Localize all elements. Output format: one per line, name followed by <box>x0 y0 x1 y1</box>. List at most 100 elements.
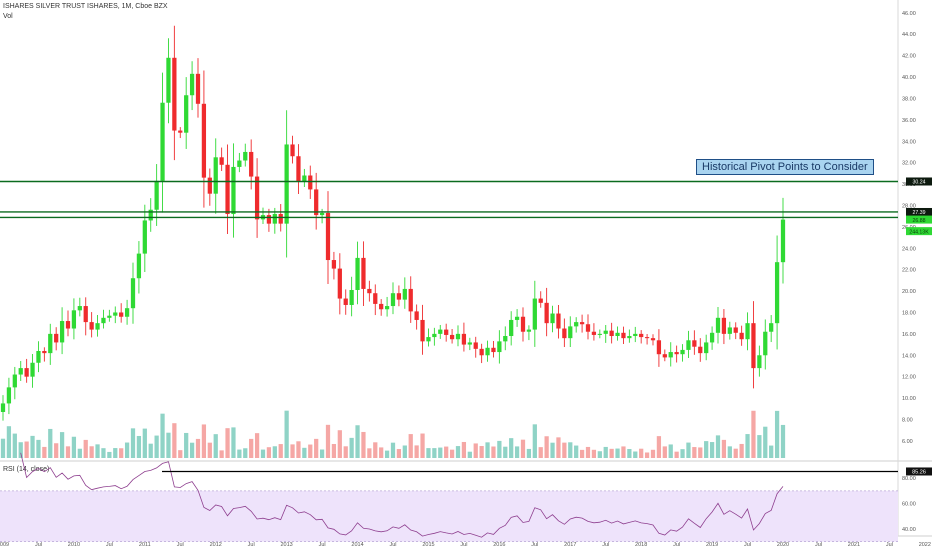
price-tag-label: 27.39 <box>913 210 926 216</box>
time-tick-label: Jul <box>177 542 184 548</box>
price-tick-label: 6.00 <box>902 439 913 445</box>
volume-bar <box>556 437 561 458</box>
price-tick-label: 20.00 <box>902 289 916 295</box>
volume-bar <box>160 413 165 458</box>
candle-body <box>402 288 407 300</box>
candle-body <box>485 347 490 356</box>
price-tick-label: 32.00 <box>902 161 916 167</box>
volume-bar <box>656 436 662 458</box>
volume-bar <box>757 435 762 458</box>
volume-bar <box>142 428 147 458</box>
volume-bar <box>408 434 413 458</box>
candle-body <box>83 306 88 323</box>
volume-bar <box>343 446 348 458</box>
time-tick-label: Jul <box>460 542 467 548</box>
candle-body <box>213 157 218 194</box>
time-tick-label: Jul <box>106 542 113 548</box>
candle-body <box>154 180 159 210</box>
volume-bar <box>24 441 29 458</box>
candle-body <box>467 342 472 345</box>
time-tick-label: Jul <box>886 542 893 548</box>
volume-bar <box>485 442 490 458</box>
candle-body <box>379 303 384 310</box>
volume-bar <box>148 443 153 458</box>
candle-body <box>166 57 171 103</box>
candle-body <box>585 324 591 332</box>
time-tick-label: Jul <box>602 542 609 548</box>
candle-body <box>65 321 71 329</box>
candle-body <box>615 332 620 337</box>
time-tick-label: Jul <box>389 542 396 548</box>
candle-body <box>733 327 738 333</box>
time-tick-label: Jul <box>815 542 822 548</box>
candle-body <box>189 73 195 96</box>
candle-body <box>674 352 679 355</box>
volume-bar <box>325 424 331 458</box>
candle-body <box>184 95 189 133</box>
volume-bar <box>780 424 786 458</box>
candle-body <box>491 347 496 353</box>
candle-body <box>574 322 579 327</box>
volume-bar <box>479 446 484 458</box>
price-tick-label: 22.00 <box>902 268 916 274</box>
volume-bar <box>455 446 461 458</box>
price-tick-label: 42.00 <box>902 54 916 60</box>
volume-bar <box>308 444 313 458</box>
volume-bar <box>751 410 756 458</box>
time-tick-label: Jul <box>319 542 326 548</box>
candle-body <box>721 317 727 334</box>
volume-bar <box>674 451 679 458</box>
volume-bar <box>639 448 644 458</box>
volume-bar <box>514 446 520 458</box>
price-tick-label: 28.00 <box>902 203 916 209</box>
volume-bar <box>54 443 59 458</box>
volume-bar <box>201 424 207 458</box>
time-tick-label: 2021 <box>848 542 860 548</box>
candle-body <box>284 144 289 224</box>
volume-bar <box>692 447 697 458</box>
volume-bar <box>568 442 573 458</box>
candle-body <box>142 220 147 254</box>
candle-body <box>497 341 502 353</box>
volume-bar <box>36 439 41 458</box>
volume-bar <box>42 446 47 458</box>
volume-bar <box>473 443 478 458</box>
volume-bar <box>704 441 709 458</box>
volume-bar <box>284 410 289 458</box>
volume-bar <box>95 444 100 458</box>
volume-bar <box>668 444 673 458</box>
volume-bar <box>355 425 360 458</box>
candle-body <box>757 355 762 369</box>
candle-body <box>231 166 236 215</box>
candle-body <box>89 322 94 330</box>
candle-body <box>48 333 53 354</box>
volume-bar <box>331 443 337 458</box>
candle-body <box>290 144 295 157</box>
candle-body <box>662 354 667 358</box>
volume-bar <box>680 449 685 458</box>
volume-bar <box>83 439 88 458</box>
candle-body <box>603 330 608 334</box>
candle-body <box>751 323 756 369</box>
volume-bar <box>591 449 597 458</box>
volume-bar <box>644 452 650 458</box>
candle-body <box>219 157 224 165</box>
volume-bar <box>739 443 744 458</box>
candle-body <box>119 312 124 317</box>
volume-bar <box>124 442 130 458</box>
volume-bar <box>379 447 384 458</box>
candle-body <box>272 214 277 224</box>
volume-bar <box>219 450 224 458</box>
volume-bar <box>71 436 77 458</box>
candle-body <box>650 338 656 341</box>
rsi-label: RSI (14, close) <box>3 466 50 473</box>
candle-body <box>172 57 177 131</box>
candle-body <box>550 313 555 324</box>
price-tick-label: 10.00 <box>902 396 916 402</box>
candle-body <box>715 317 721 333</box>
candle-body <box>609 330 614 337</box>
candle-body <box>633 333 638 337</box>
candle-body <box>692 340 697 347</box>
volume-bar <box>420 433 425 458</box>
volume-bar <box>532 424 537 458</box>
